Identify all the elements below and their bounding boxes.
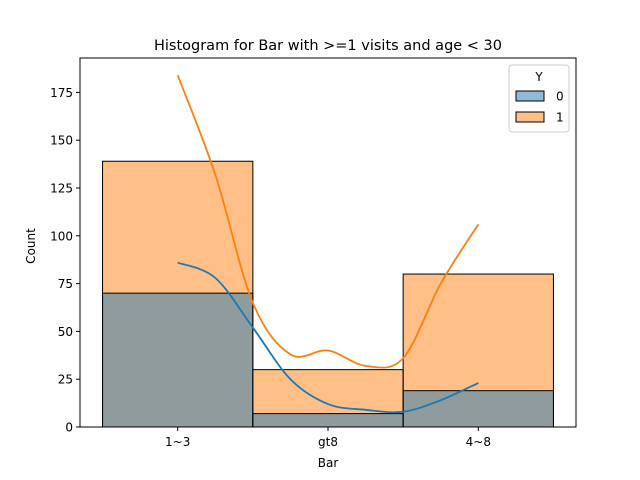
- y-tick-label-125: 125: [50, 182, 73, 196]
- bar-series-0-gt8: [252, 413, 404, 428]
- kde-layer: [176, 74, 480, 414]
- y-tick-label-150: 150: [50, 134, 73, 148]
- legend-swatch-series-0: [515, 90, 545, 102]
- legend: Y0 1: [508, 64, 570, 133]
- y-tick-label-50: 50: [58, 325, 73, 339]
- y-axis-label: Count: [24, 228, 38, 264]
- bar-series-0-1~3: [102, 292, 254, 428]
- legend-swatch-series-1: [515, 111, 545, 123]
- bar-series-0-4~8: [402, 390, 554, 428]
- x-axis: 1~3 gt8 4~8: [165, 427, 491, 449]
- y-axis: 0 25 50 75 100 125 150 175: [50, 86, 80, 435]
- x-tick-label-gt8: gt8: [318, 435, 338, 449]
- legend-label-series-0: 0: [556, 90, 564, 104]
- x-tick-label-4~8: 4~8: [466, 435, 491, 449]
- legend-label-series-1: 1: [556, 111, 564, 125]
- y-tick-label-25: 25: [58, 373, 73, 387]
- y-tick-label-175: 175: [50, 86, 73, 100]
- y-tick-label-0: 0: [65, 421, 73, 435]
- chart-title: Histogram for Bar with >=1 visits and ag…: [154, 38, 502, 54]
- y-tick-label-100: 100: [50, 229, 73, 243]
- y-tick-label-75: 75: [58, 277, 73, 291]
- kde-line-series-0: [177, 261, 479, 414]
- x-tick-label-1~3: 1~3: [165, 435, 190, 449]
- bars-layer: [102, 160, 554, 428]
- legend-title: Y: [534, 70, 543, 84]
- kde-line-series-1: [176, 74, 480, 369]
- x-axis-label: Bar: [318, 456, 339, 470]
